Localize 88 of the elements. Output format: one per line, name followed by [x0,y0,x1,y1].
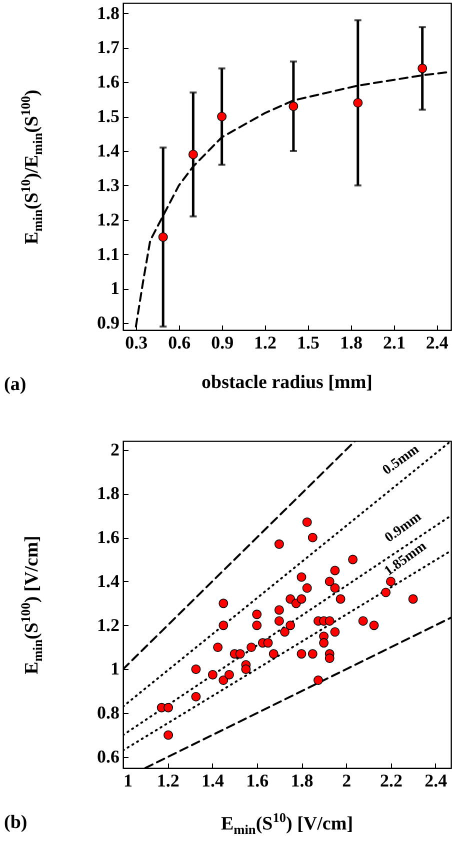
point [213,642,223,652]
point [158,232,168,242]
point [164,730,174,740]
point [408,594,418,604]
y-tick-label: 0.6 [97,746,120,767]
point [286,620,296,630]
x-tick-label: 1.8 [290,770,314,790]
point [224,670,234,680]
y-tick-label: 1.2 [97,614,120,635]
text: (a) [4,374,26,396]
point [274,539,284,549]
point [319,638,329,648]
point [191,692,201,702]
point [330,566,340,576]
x-tick-label: 1.8 [340,332,362,352]
point [314,675,323,685]
point [353,98,363,108]
point [308,532,318,542]
y-tick-label: 1.8 [97,2,120,23]
point [296,594,306,604]
y-tick-label: 0.8 [97,702,120,723]
x-tick-label: 1.5 [297,332,320,352]
point [348,554,358,564]
point [288,102,298,111]
point [369,620,379,630]
point [252,620,262,630]
point [296,649,306,659]
y-tick-label: 0.9 [97,312,120,333]
point [330,627,340,637]
y-tick-label: 1.3 [97,174,120,195]
point [274,605,284,615]
y-tick-label: 1 [110,278,120,298]
x-tick-label: 2.1 [382,332,406,352]
point [164,702,174,712]
y-tick-label: 1.1 [97,244,120,264]
point [336,594,346,604]
y-tick-label: 1 [110,658,120,679]
point [218,598,228,608]
x-tick-label: 1.4 [202,770,224,790]
y-tick-label: 1.4 [97,140,120,161]
point [252,610,262,620]
point [217,112,227,122]
point [296,572,306,582]
point [324,654,334,663]
point [268,649,278,659]
y-tick-label: 1.6 [97,527,120,548]
point [381,588,391,598]
point [302,517,312,527]
y-tick-label: 1.2 [97,209,120,230]
x-tick-label: 2 [342,770,352,790]
point [324,616,334,626]
point [235,649,245,659]
text: (b) [4,812,28,834]
point [280,627,290,637]
y-tick-label: 1.4 [97,570,120,591]
point [308,649,318,659]
point [386,576,396,586]
point [188,150,198,160]
point [241,664,251,674]
x-tick-label: 1.2 [156,770,180,790]
point [208,670,218,680]
x-tick-label: 1.2 [254,332,277,352]
point [246,642,256,652]
point [263,638,273,648]
x-axis-title: obstacle radius [mm] [202,372,372,394]
x-axis-title: E$_{min}$(S$^{10}$) [V/cm] [220,810,354,838]
point [302,583,312,593]
point [324,576,334,586]
x-tick-label: 0.9 [211,332,234,352]
y-tick-label: 1.6 [97,72,120,92]
point [358,616,368,626]
point [418,64,428,74]
point [218,620,228,630]
x-tick-label: 2.4 [426,332,448,352]
y-tick-label: 1.5 [97,106,120,126]
y-tick-label: 1.7 [97,37,120,58]
x-tick-label: 2.2 [380,770,403,790]
x-tick-label: 2.4 [424,770,448,790]
x-tick-label: 0.6 [168,332,191,352]
x-tick-label: 1.6 [246,770,269,790]
point [274,616,284,626]
point [191,664,201,674]
x-tick-label: 0.3 [125,332,148,352]
y-tick-label: 2 [110,439,120,460]
point [218,675,228,685]
y-tick-label: 1.8 [97,483,120,504]
point [330,583,340,593]
x-tick-label: 1 [124,770,132,790]
